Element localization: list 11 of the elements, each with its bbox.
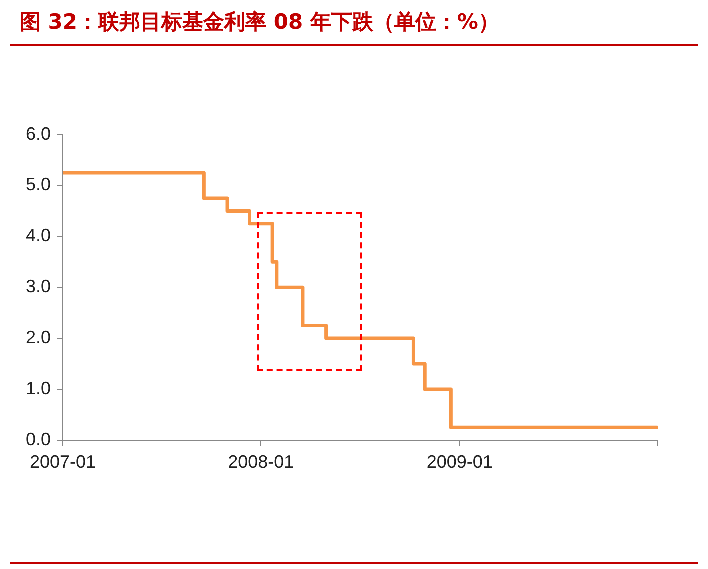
y-tick-label: 2.0 (26, 328, 52, 348)
y-tick-label: 3.0 (26, 276, 52, 297)
x-tick-label: 2009-01 (426, 452, 493, 472)
y-tick-label: 1.0 (26, 378, 52, 398)
x-tick-label: 2008-01 (228, 452, 294, 472)
y-tick-label: 6.0 (26, 124, 52, 144)
chart-title: 图 32：联邦目标基金利率 08 年下跌（单位：%） (20, 9, 500, 36)
y-tick-label: 4.0 (26, 226, 52, 246)
y-tick-label: 5.0 (26, 174, 52, 195)
y-tick-label: 0.0 (26, 429, 52, 450)
x-tick-label: 2007-01 (30, 452, 96, 472)
